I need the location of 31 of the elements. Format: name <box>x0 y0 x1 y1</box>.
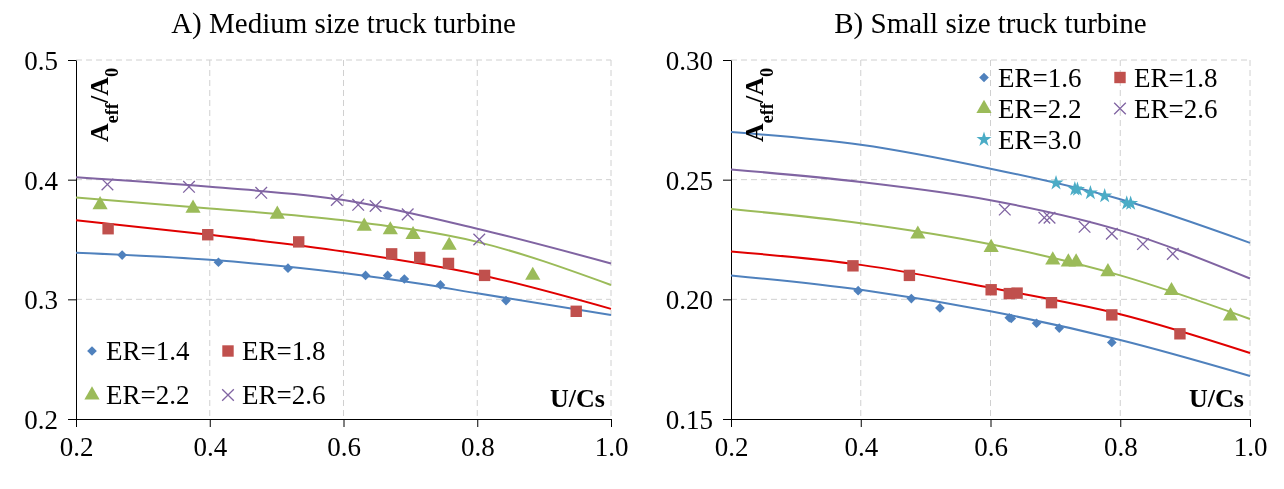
legend-label: ER=1.8 <box>242 336 326 367</box>
x-tick-label: 0.2 <box>59 432 94 463</box>
x-axis-title: U/Cs <box>550 384 605 413</box>
legend-label: ER=3.0 <box>998 124 1082 155</box>
legend-label: ER=1.6 <box>998 62 1082 93</box>
y-tick-label: 0.3 <box>24 285 58 316</box>
y-tick-label: 0.5 <box>24 45 58 76</box>
legend-label: ER=2.6 <box>1134 93 1218 124</box>
x-tick-label: 1.0 <box>594 432 629 463</box>
x-tick-label: 0.2 <box>714 432 749 463</box>
y-tick-label: 0.4 <box>24 165 59 196</box>
x-tick-label: 0.4 <box>193 432 228 463</box>
x-tick-label: 0.8 <box>1103 432 1138 463</box>
y-tick-label: 0.30 <box>665 45 713 76</box>
legend-label: ER=2.2 <box>106 380 190 411</box>
chart-title: A) Medium size truck turbine <box>171 7 516 40</box>
y-tick-label: 0.15 <box>665 404 713 435</box>
y-tick-label: 0.20 <box>665 285 713 316</box>
legend-label: ER=1.8 <box>1134 62 1218 93</box>
legend-label: ER=1.4 <box>106 336 190 367</box>
x-tick-label: 0.6 <box>327 432 361 463</box>
x-tick-label: 0.4 <box>844 432 879 463</box>
x-tick-label: 1.0 <box>1233 432 1268 463</box>
y-tick-label: 0.2 <box>24 404 58 435</box>
x-axis-title: U/Cs <box>1189 384 1244 413</box>
legend-label: ER=2.6 <box>242 380 326 411</box>
chart-title: B) Small size truck turbine <box>834 7 1147 40</box>
legend-label: ER=2.2 <box>998 93 1082 124</box>
x-tick-label: 0.8 <box>460 432 495 463</box>
x-tick-label: 0.6 <box>974 432 1008 463</box>
y-tick-label: 0.25 <box>665 165 713 196</box>
